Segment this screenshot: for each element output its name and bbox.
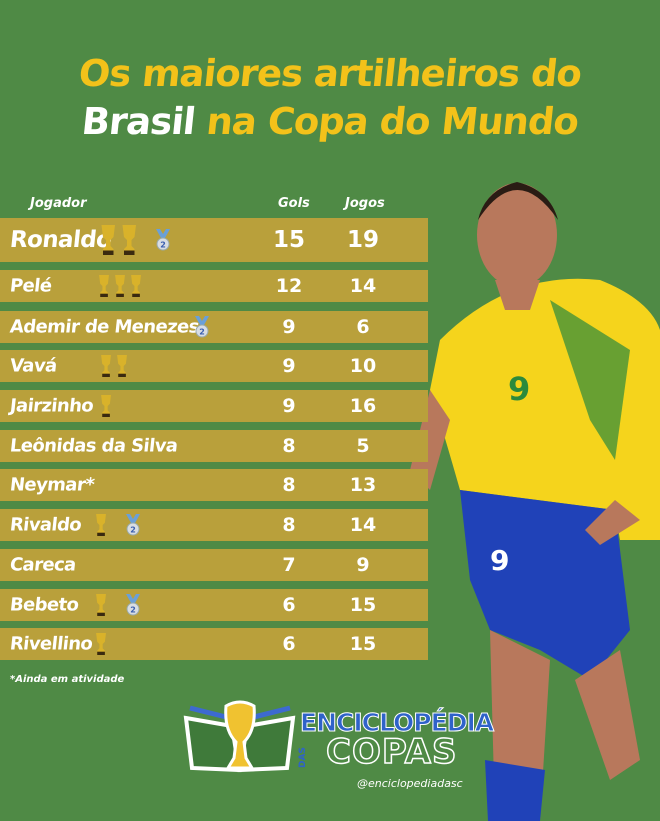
title-line-1: Os maiores artilheiros do: [76, 52, 584, 95]
brand-name-line1: ENCICLOPÉDIA: [299, 708, 494, 738]
games-value: 19: [346, 227, 380, 253]
encyclopedia-logo-icon: [183, 700, 296, 773]
world-cup-trophy-icon: [101, 225, 115, 255]
medal-label: 2: [130, 606, 136, 615]
player-name: Jairzinho: [8, 395, 95, 417]
games-value: 6: [356, 316, 370, 338]
runner-up-medal-icon: 2: [126, 594, 141, 616]
table-row: Neymar* 8 13: [0, 469, 428, 501]
world-cup-trophy-icon: [131, 275, 142, 297]
column-header-player: Jogador: [30, 196, 87, 211]
player-photo: 9 9: [410, 182, 660, 821]
player-name: Rivellino: [8, 633, 94, 655]
goals-value: 9: [282, 355, 296, 377]
player-name: Neymar*: [8, 474, 96, 496]
world-cup-trophy-icon: [115, 275, 126, 297]
games-value: 5: [356, 435, 370, 457]
games-value: 15: [349, 633, 377, 655]
goals-value: 7: [282, 554, 296, 576]
goals-value: 15: [272, 227, 306, 253]
column-header-goals: Gols: [278, 196, 310, 211]
brand-name-line2: COPAS: [325, 731, 458, 773]
achievements: [95, 633, 107, 655]
player-name: Bebeto: [8, 594, 80, 616]
footnote: *Ainda em atividade: [10, 674, 125, 685]
title-rest: na Copa do Mundo: [192, 100, 581, 143]
achievements: [98, 275, 142, 297]
column-header-games: Jogos: [345, 196, 385, 211]
achievements: [100, 355, 128, 377]
table-row: Ronaldo 15 19 2: [0, 218, 428, 262]
runner-up-medal-icon: 2: [126, 514, 141, 536]
player-name: Rivaldo: [8, 514, 83, 536]
table-row: Jairzinho 9 16: [0, 390, 428, 422]
table-row: Vavá 9 10: [0, 350, 428, 382]
achievements: 2: [100, 225, 171, 255]
games-value: 13: [349, 474, 377, 496]
table-row: Pelé 12 14: [0, 270, 428, 302]
brand-das: DAS: [298, 747, 308, 768]
medal-label: 2: [130, 526, 136, 535]
runner-up-medal-icon: 2: [195, 316, 209, 338]
achievements: 2: [180, 316, 210, 338]
world-cup-trophy-icon: [117, 355, 128, 377]
world-cup-trophy-icon: [99, 275, 109, 297]
goals-value: 6: [282, 594, 296, 616]
player-name: Careca: [8, 554, 77, 576]
world-cup-trophy-icon: [101, 395, 111, 417]
player-name: Vavá: [8, 355, 58, 377]
world-cup-trophy-icon: [96, 514, 106, 536]
table-row: Bebeto 6 15 2: [0, 589, 428, 621]
goals-value: 8: [282, 435, 296, 457]
goals-value: 8: [282, 474, 296, 496]
runner-up-medal-icon: 2: [156, 229, 170, 251]
goals-value: 12: [275, 275, 303, 297]
table-row: Careca 7 9: [0, 549, 428, 581]
goals-value: 9: [282, 395, 296, 417]
player-name: Pelé: [8, 275, 53, 297]
player-name: Leônidas da Silva: [8, 435, 179, 457]
achievements: 2: [95, 514, 141, 536]
social-handle: @enciclopediadasc: [357, 777, 463, 790]
achievements: [100, 395, 112, 417]
world-cup-trophy-icon: [122, 225, 136, 255]
medal-label: 2: [199, 328, 205, 337]
world-cup-trophy-icon: [96, 594, 106, 616]
world-cup-trophy-icon: [101, 355, 111, 377]
goals-value: 9: [282, 316, 296, 338]
title-line-2: Brasil na Copa do Mundo: [0, 100, 660, 143]
games-value: 14: [349, 514, 377, 536]
world-cup-trophy-icon: [96, 633, 106, 655]
achievements: 2: [95, 594, 141, 616]
games-value: 14: [349, 275, 377, 297]
games-value: 16: [349, 395, 377, 417]
title-brasil: Brasil: [79, 100, 198, 143]
table-row: Rivellino 6 15: [0, 628, 428, 660]
table-row: Rivaldo 8 14 2: [0, 509, 428, 541]
table-row: Leônidas da Silva 8 5: [0, 430, 428, 462]
player-name: Ademir de Menezes: [8, 316, 200, 338]
shorts-number: 9: [490, 544, 509, 577]
games-value: 10: [349, 355, 377, 377]
games-value: 9: [356, 554, 370, 576]
player-name: Ronaldo: [8, 227, 113, 253]
goals-value: 6: [282, 633, 296, 655]
medal-label: 2: [160, 241, 166, 250]
shirt-number: 9: [508, 370, 530, 408]
goals-value: 8: [282, 514, 296, 536]
games-value: 15: [349, 594, 377, 616]
table-row: Ademir de Menezes 9 6 2: [0, 311, 428, 343]
